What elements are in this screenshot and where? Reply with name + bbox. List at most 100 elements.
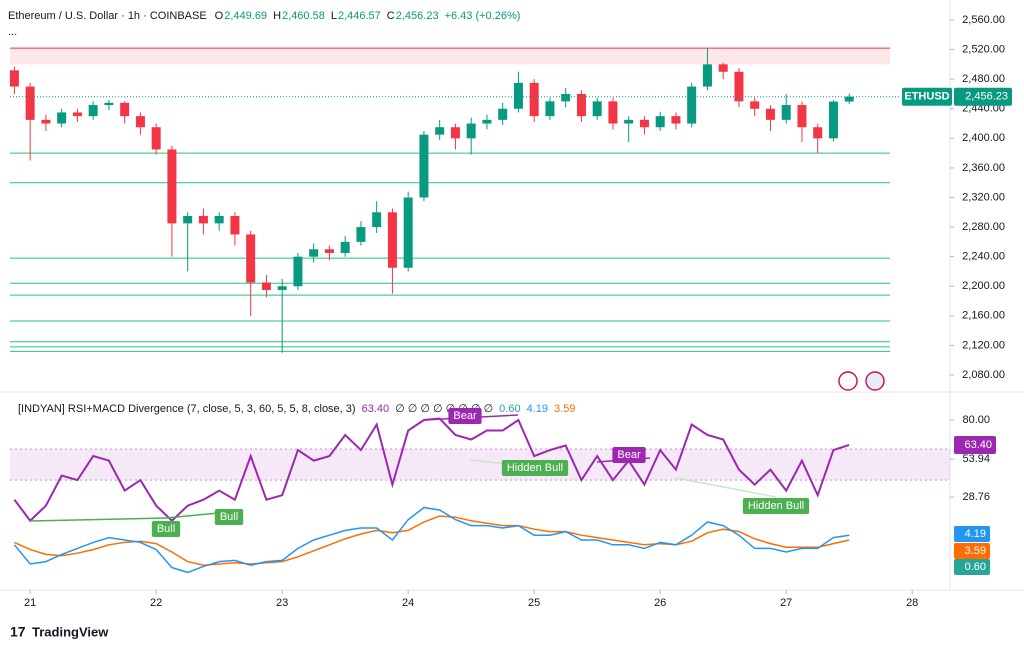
more: ... bbox=[8, 26, 17, 38]
price-tag bbox=[954, 87, 1012, 106]
rsi-tag-label: 63.40 bbox=[964, 439, 992, 451]
candle bbox=[261, 275, 271, 298]
candle bbox=[545, 97, 555, 120]
candle-body bbox=[387, 212, 397, 268]
candle bbox=[702, 48, 712, 91]
candle bbox=[309, 243, 319, 263]
candle-body bbox=[309, 249, 319, 257]
divergence-label: Bear bbox=[453, 410, 477, 422]
candle-body bbox=[813, 127, 823, 139]
rsi-tick-label: 80.00 bbox=[962, 414, 990, 426]
candle-body bbox=[57, 112, 67, 124]
candle bbox=[88, 101, 98, 120]
candle-body bbox=[482, 119, 492, 124]
icon[interactable] bbox=[838, 371, 858, 391]
value-tag-label: 0.60 bbox=[965, 561, 986, 573]
divergence-line bbox=[29, 517, 167, 522]
candle-body bbox=[41, 119, 51, 124]
candle-body bbox=[167, 149, 177, 224]
candle bbox=[387, 208, 397, 294]
candle-body bbox=[828, 101, 838, 139]
candle-body bbox=[214, 215, 224, 224]
ohlc-value: 2,449.69 bbox=[224, 10, 267, 22]
candle-body bbox=[419, 134, 429, 198]
candle-body bbox=[529, 82, 539, 117]
y-tick-label: 2,400.00 bbox=[962, 132, 1005, 144]
divergence-line bbox=[675, 477, 777, 498]
ohlc-value: 2,446.57 bbox=[338, 10, 381, 22]
candle-body bbox=[498, 108, 508, 120]
symbol-tag-label: ETHUSD bbox=[904, 91, 949, 103]
divergence-label: Bull bbox=[220, 511, 238, 523]
candle bbox=[639, 116, 649, 135]
ohlc-name: O bbox=[215, 10, 224, 22]
rsi-tick-label: 53.94 bbox=[962, 453, 990, 465]
candle-body bbox=[592, 101, 602, 117]
candle bbox=[529, 79, 539, 123]
candle bbox=[844, 93, 854, 104]
candle bbox=[687, 82, 697, 128]
ohlc-name: H bbox=[273, 10, 281, 22]
divergence-label: Bull bbox=[157, 523, 175, 535]
candle-body bbox=[576, 93, 586, 117]
icon[interactable] bbox=[865, 371, 885, 391]
ohlc-name: C bbox=[387, 10, 395, 22]
candle bbox=[750, 97, 760, 117]
resistance-zone bbox=[10, 48, 890, 65]
candle bbox=[403, 191, 413, 272]
candle bbox=[813, 123, 823, 154]
y-tick-label: 2,520.00 bbox=[962, 43, 1005, 55]
candle-body bbox=[230, 215, 240, 235]
candle-body bbox=[655, 116, 665, 128]
candle-body bbox=[356, 227, 366, 242]
rsi-value: 63.40 bbox=[362, 403, 390, 415]
candle-body bbox=[450, 127, 460, 139]
divergence-box bbox=[151, 521, 181, 537]
candle-body bbox=[671, 116, 681, 124]
candle bbox=[734, 68, 744, 108]
x-tick-label: 21 bbox=[24, 597, 36, 609]
candle bbox=[183, 212, 193, 272]
x-tick-label: 24 bbox=[402, 597, 414, 609]
candle bbox=[372, 201, 382, 233]
candle-body bbox=[324, 249, 334, 253]
y-tick-label: 2,120.00 bbox=[962, 339, 1005, 351]
candle-body bbox=[277, 286, 287, 290]
candle-body bbox=[340, 241, 350, 253]
header: Ethereum / U.S. Dollar · 1h · COINBASE .… bbox=[8, 10, 207, 38]
candle-body bbox=[513, 82, 523, 109]
candle bbox=[356, 221, 366, 246]
candle bbox=[671, 112, 681, 130]
divergence-box bbox=[501, 460, 569, 476]
symbol-title: Ethereum / U.S. Dollar · 1h · COINBASE bbox=[8, 10, 207, 22]
candle bbox=[482, 114, 492, 130]
signal-line bbox=[14, 515, 850, 566]
brand: TradingView bbox=[32, 624, 109, 639]
candle bbox=[246, 230, 256, 316]
value-tag-label: 4.19 bbox=[965, 528, 986, 540]
divergence-box bbox=[612, 447, 646, 463]
x-tick-label: 27 bbox=[780, 597, 792, 609]
candle-body bbox=[561, 93, 571, 102]
candle bbox=[435, 119, 445, 140]
candle-body bbox=[687, 86, 697, 124]
candle bbox=[608, 97, 618, 130]
candle-body bbox=[293, 256, 303, 287]
candle bbox=[25, 82, 35, 161]
candle-body bbox=[25, 86, 35, 120]
value-tag bbox=[954, 543, 990, 559]
candle-body bbox=[372, 212, 382, 228]
rsi-tag bbox=[954, 435, 996, 454]
candle-body bbox=[734, 71, 744, 102]
candle bbox=[655, 111, 665, 131]
candle-body bbox=[151, 127, 161, 150]
candle-body bbox=[261, 282, 271, 290]
candle-body bbox=[104, 102, 114, 106]
value-tag bbox=[954, 526, 990, 542]
candle-body bbox=[639, 119, 649, 128]
divergence-box bbox=[214, 509, 244, 525]
y-tick-label: 2,480.00 bbox=[962, 73, 1005, 85]
candle-body bbox=[718, 64, 728, 72]
candle bbox=[9, 66, 19, 94]
icons[interactable] bbox=[838, 371, 885, 391]
